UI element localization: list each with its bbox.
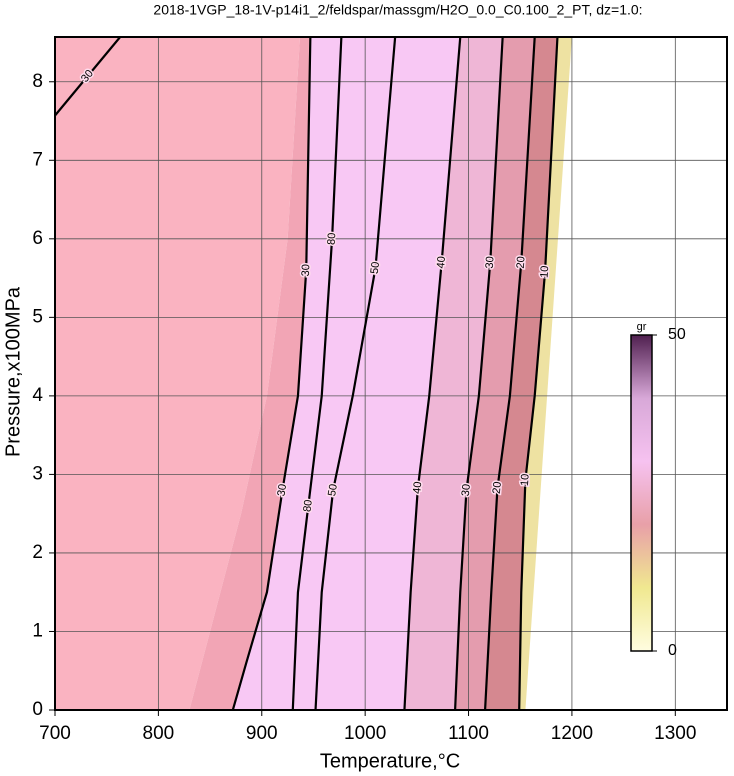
y-tick-label: 3 [32,463,43,484]
contour-label: 20 [491,481,504,494]
x-tick-label: 1100 [448,723,489,744]
y-axis-label: Pressure,x100MPa [2,286,24,457]
contour-line [518,37,559,710]
filled-region [232,37,461,710]
y-tick-label: 2 [32,542,43,563]
contour-label: 10 [539,265,552,278]
contour-label: 50 [326,483,340,497]
colorbar-tick-label: 50 [668,326,686,343]
filled-region [55,37,301,710]
x-tick-label: 1000 [344,723,386,744]
contour-line [483,37,536,710]
filled-region [485,37,558,710]
contour-line [314,37,397,710]
contour-label: 30 [460,483,473,496]
x-tick-label: 800 [143,723,175,744]
colorbar-tick-label: 0 [668,642,677,659]
contour-label: 40 [435,256,448,269]
contour-line [291,37,343,710]
colorbar-label: gr [637,321,647,333]
contour-label: 30 [484,256,497,269]
x-tick-label: 900 [246,723,278,744]
x-tick-label: 700 [39,723,71,744]
filled-region [519,37,572,710]
contour-label: 20 [515,256,528,269]
y-tick-label: 7 [32,149,43,170]
y-tick-label: 1 [32,620,43,641]
colorbar [630,334,653,652]
x-axis-label: Temperature,°C [320,750,460,772]
contour-label: 80 [326,232,339,245]
contour-line [55,37,121,117]
contour-label: 30 [275,483,289,497]
filled-region [189,37,311,710]
y-tick-label: 4 [32,385,43,406]
x-tick-label: 1300 [654,723,696,744]
contour-label: 40 [411,481,424,494]
x-tick-label: 1200 [551,723,593,744]
contour-label: 10 [519,473,532,486]
y-tick-label: 8 [32,71,43,92]
contour-label: 50 [369,261,382,275]
contour-label: 80 [302,499,315,513]
filled-region [404,37,503,710]
contour-line [403,37,462,710]
y-tick-label: 5 [32,306,43,327]
contour-line [453,37,504,710]
y-tick-label: 6 [32,228,43,249]
contour-line [231,37,312,710]
filled-region [455,37,535,710]
plot-frame [54,36,728,711]
contour-label: 30 [300,264,312,277]
y-tick-label: 0 [32,699,43,720]
chart-title: 2018-1VGP_18-1V-p14i1_2/feldspar/massgm/… [153,2,642,18]
